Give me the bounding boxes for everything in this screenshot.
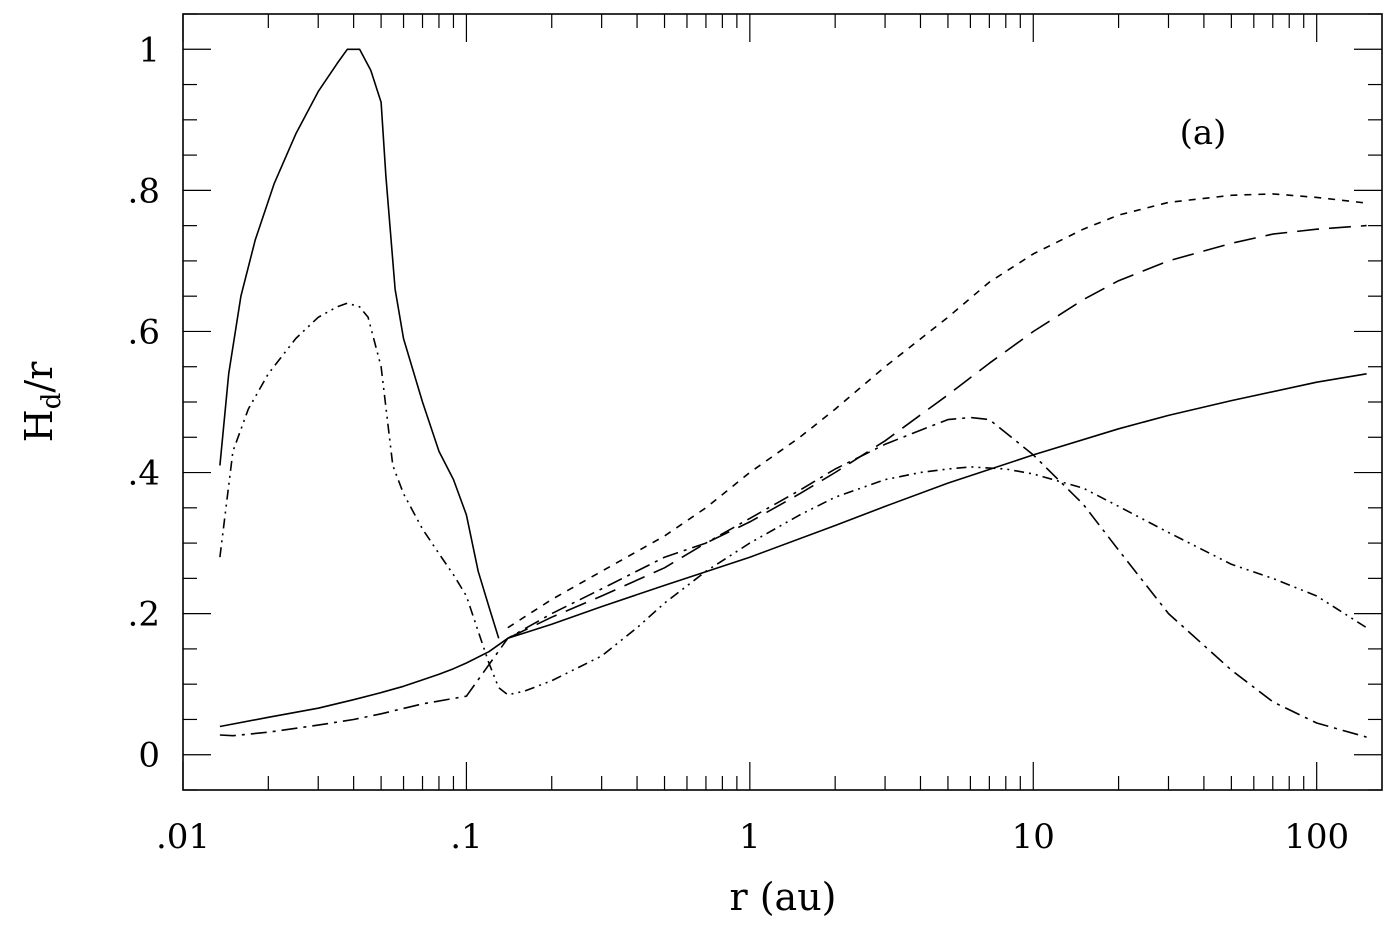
axis-ticks — [182, 13, 1382, 791]
x-tick-label: 100 — [1284, 817, 1349, 857]
data-series — [219, 48, 1368, 738]
x-tick-label: .01 — [156, 817, 210, 857]
y-tick-label: .2 — [128, 595, 160, 635]
series-line-6 — [507, 224, 1367, 640]
series-line-4 — [219, 416, 1367, 738]
panel-label: (a) — [1180, 113, 1227, 153]
y-axis-label-tail: /r — [17, 361, 61, 393]
y-axis-label: Hd/r — [17, 361, 67, 443]
y-tick-label: .4 — [128, 454, 160, 494]
y-tick-label: .6 — [128, 312, 160, 352]
y-axis-label-subscript: d — [37, 393, 67, 410]
x-tick-label: 10 — [1012, 817, 1055, 857]
y-tick-labels: 0 .2 .4 .6 .8 1 — [128, 30, 160, 775]
y-tick-label: 1 — [138, 30, 160, 70]
x-tick-label: 1 — [739, 817, 761, 857]
series-line-5 — [507, 193, 1367, 629]
x-tick-labels: .01 .1 1 10 100 — [156, 817, 1349, 857]
series-line-2 — [219, 373, 1367, 728]
x-tick-label: .1 — [450, 817, 482, 857]
y-axis-label-main: H — [17, 409, 61, 442]
y-tick-label: 0 — [138, 736, 160, 776]
y-tick-label: .8 — [128, 171, 160, 211]
series-line-1 — [219, 48, 500, 639]
x-axis-label: r (au) — [729, 875, 836, 919]
